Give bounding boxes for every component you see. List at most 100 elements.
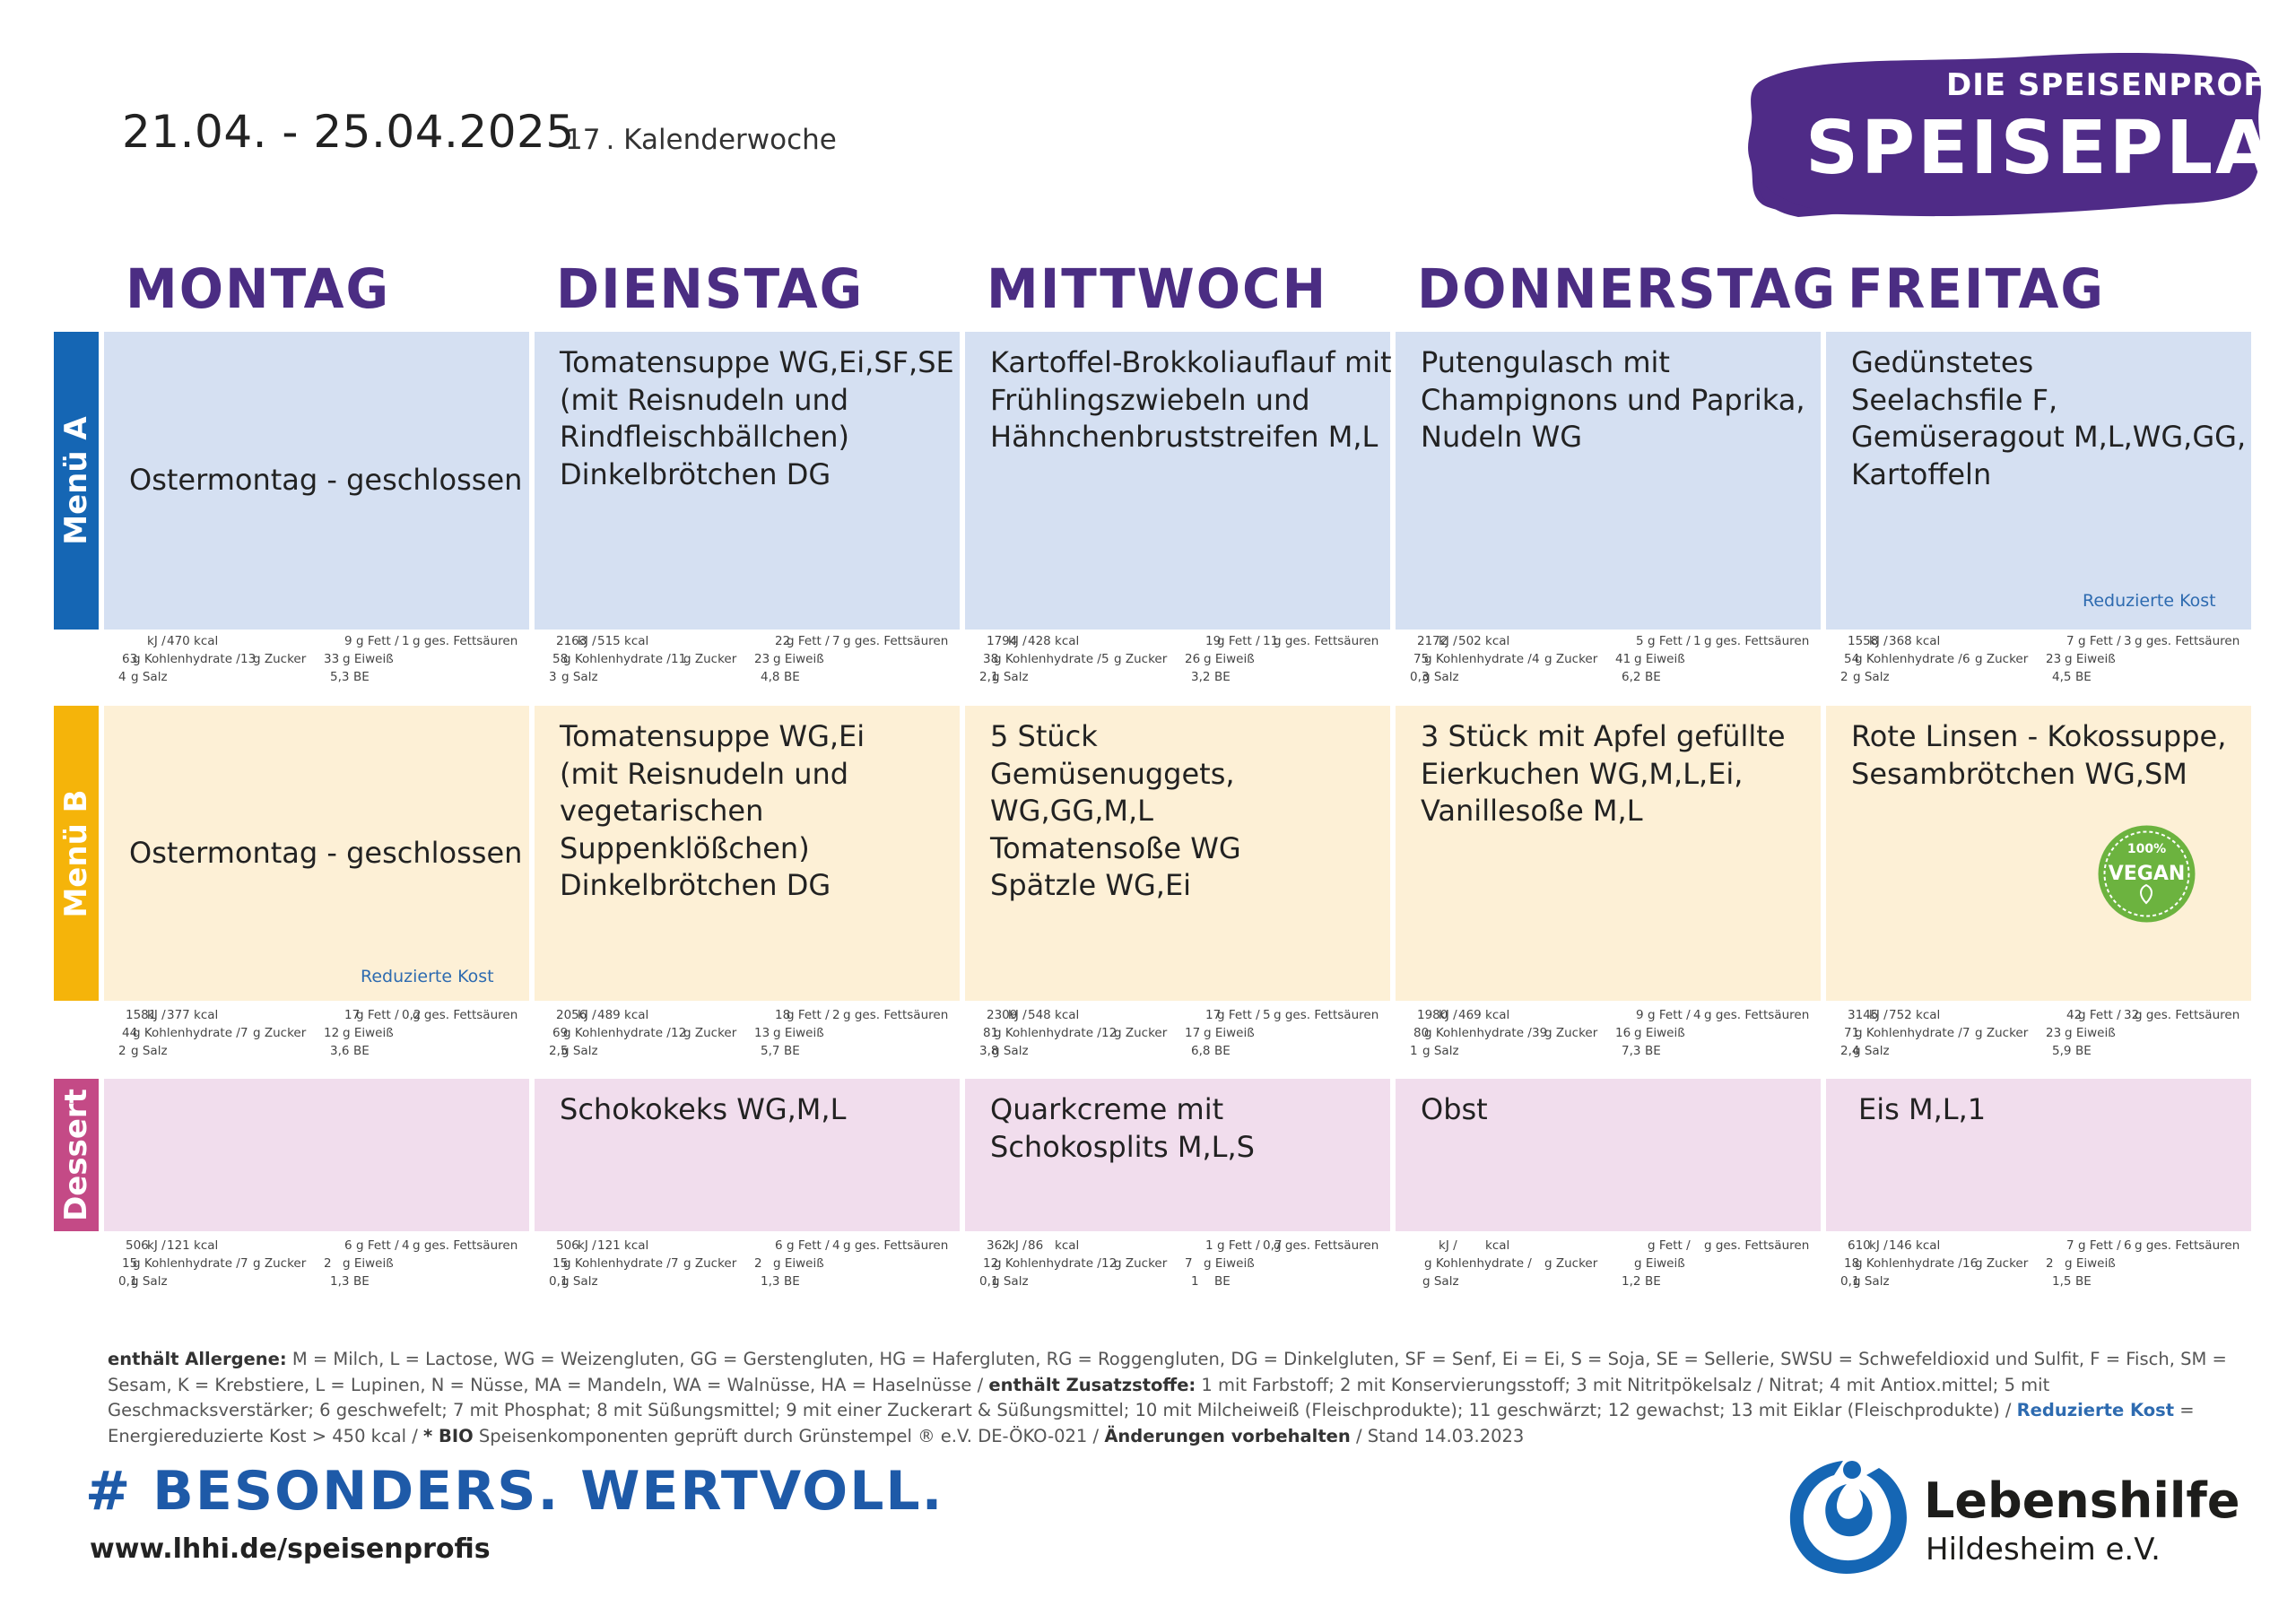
nutrition-value-ges: 32 [2124,1008,2140,1022]
nutrition-unit-salz: g Salz [1422,1274,1459,1289]
nutrition-value-eiweiss: 23 [2046,652,2062,666]
nutrition-unit-kj: kJ / [1008,1008,1027,1022]
nutrition-unit-eiweiss: g Eiweiß [2065,1026,2116,1040]
nutrition-unit-kj: kJ / [1869,1238,1888,1253]
nutrition-unit-salz: g Salz [992,670,1029,684]
nutrition-unit-kh: g Kohlenhydrate / [994,652,1101,666]
dish-line: Gemüsenuggets, [990,756,1235,791]
nutrition-value-fett: 22 [775,634,791,648]
dish-line: Tomatensuppe WG,Ei,SF,SE [560,345,954,379]
nutrition-unit-be: BE [1645,1274,1661,1289]
nutrition-value-kcal: 489 [597,1008,621,1022]
nutrition-block: 1794 kJ /428 kcal 19 g Fett /11 g ges. Fettsä… [965,634,1390,688]
nutrition-value-kh: 38 [983,652,999,666]
dish-line: Tomatensoße WG [990,830,1241,865]
nutrition-value-kj: 1581 [126,1008,157,1022]
dish-line: vegetarischen [560,794,764,828]
nutrition-value-ges: 6 [2124,1238,2132,1253]
lebenshilfe-logo-icon [1789,1461,1907,1574]
nutrition-unit-kcal: kcal [1485,1238,1510,1253]
dish-line: Ostermontag - geschlossen [129,835,523,870]
reduziert-text: = Energiereduzierte Kost > 450 kcal / [108,1400,2195,1446]
nutrition-value-salz: 0,1 [1840,1274,1860,1289]
nutrition-unit-fett: g Fett / [787,1238,830,1253]
nutrition-value-zucker: 7 [240,1256,248,1271]
row-label-dessert: Dessert [54,1079,99,1231]
nutrition-unit-fett: g Fett / [1648,1238,1691,1253]
nutrition-value-kj: 1558 [1848,634,1879,648]
nutrition-value-eiweiss: 2 [754,1256,762,1271]
reduzierte-kost-note: Reduzierte Kost [361,967,494,986]
speiseplan-logo: DIE SPEISENPROFIS SPEISEPLAN [1744,43,2296,227]
nutrition-value-kh: 81 [983,1026,999,1040]
nutrition-unit-ges: g ges. Fettsäuren [843,1008,949,1022]
dessert-montag [104,1079,529,1231]
nutrition-value-kj: 1794 [987,634,1018,648]
website-url[interactable]: www.lhhi.de/speisenprofis [90,1533,491,1565]
dish-line: Suppenklößchen) [560,830,810,865]
nutrition-unit-kj: kJ / [1439,1008,1457,1022]
nutrition-value-kj: 506 [126,1238,149,1253]
reduzierte-kost-note: Reduzierte Kost [2083,591,2216,611]
nutrition-unit-eiweiss: g Eiweiß [343,1256,394,1271]
vegan-badge-text: VEGAN [2109,863,2186,885]
dish-line: Tomatensuppe WG,Ei [560,719,865,753]
nutrition-value-kj: 362 [987,1238,1010,1253]
nutrition-value-fett: 6 [775,1238,783,1253]
nutrition-unit-kh: g Kohlenhydrate / [994,1256,1101,1271]
nutrition-unit-kh: g Kohlenhydrate / [1855,1256,1962,1271]
nutrition-unit-salz: g Salz [131,670,168,684]
nutrition-value-kh: 58 [552,652,569,666]
bio-text: Speisenkomponenten geprüft durch Grünste… [473,1425,1105,1446]
nutrition-unit-kj: kJ / [1869,634,1888,648]
nutrition-value-kcal: 368 [1889,634,1912,648]
nutrition-value-zucker: 7 [671,1256,679,1271]
dish-line: Putengulasch mit [1421,345,1670,379]
nutrition-unit-kcal: kcal [1485,1008,1510,1022]
nutrition-value-kcal: 86 [1028,1238,1044,1253]
nutrition-unit-be: BE [784,1274,800,1289]
nutrition-value-be: 5,7 [761,1044,780,1058]
nutrition-value-kcal: 377 [167,1008,190,1022]
nutrition-block: 2172 kJ /502 kcal 5 g Fett /1 g ges. Fettsäur… [1396,634,1821,688]
week-number: 17 [565,124,601,156]
nutrition-unit-fett: g Fett / [2078,1008,2121,1022]
nutrition-unit-kj: kJ / [147,1008,166,1022]
nutrition-unit-eiweiss: g Eiweiß [773,1256,824,1271]
nutrition-unit-kh: g Kohlenhydrate / [133,1256,240,1271]
nutrition-unit-salz: g Salz [131,1274,168,1289]
nutrition-unit-eiweiss: g Eiweiß [1634,1256,1685,1271]
menu-a-dienstag: Tomatensuppe WG,Ei,SF,SE (mit Reisnudeln… [535,332,960,630]
nutrition-value-be: 4,8 [761,670,780,684]
nutrition-unit-kcal: kcal [1055,634,1080,648]
nutrition-unit-be: BE [1214,1044,1231,1058]
nutrition-value-kh: 69 [552,1026,569,1040]
nutrition-unit-ges: g ges. Fettsäuren [2135,634,2240,648]
dish-line: Obst [1421,1092,1488,1126]
nutrition-value-kj: 2309 [987,1008,1018,1022]
nutrition-value-kcal: 469 [1458,1008,1482,1022]
nutrition-value-fett: 19 [1205,634,1222,648]
nutrition-value-eiweiss: 2 [2046,1256,2054,1271]
nutrition-value-zucker: 12 [1101,1026,1118,1040]
nutrition-value-fett: 7 [2066,1238,2074,1253]
nutrition-block: 610 kJ /146 kcal 7 g Fett /6 g ges. Fettsäure… [1826,1238,2251,1292]
dish-line: (mit Reisnudeln und [560,756,849,791]
nutrition-value-eiweiss: 23 [754,652,770,666]
dish-line: Ostermontag - geschlossen [129,463,523,498]
nutrition-unit-fett: g Fett / [1648,1008,1691,1022]
nutrition-value-salz: 0,1 [549,1274,569,1289]
legend: enthält Allergene: M = Milch, L = Lactos… [108,1347,2260,1449]
nutrition-value-salz: 2 [1840,670,1848,684]
nutrition-value-salz: 0,3 [1410,670,1430,684]
nutrition-unit-eiweiss: g Eiweiß [1204,652,1255,666]
vegan-badge-icon: 100% VEGAN [2098,825,2196,923]
zusatz-text: 1 mit Farbstoff; 2 mit Konservierungssto… [108,1374,2050,1421]
nutrition-value-salz: 2,4 [1840,1044,1860,1058]
nutrition-unit-be: BE [1214,670,1231,684]
nutrition-value-be: 6,8 [1191,1044,1211,1058]
nutrition-block: kJ /470 kcal 9 g Fett /1 g ges. Fettsäuren 63… [104,634,529,688]
week-label: . Kalenderwoche [605,124,837,156]
nutrition-value-zucker: 16 [1962,1256,1979,1271]
nutrition-value-fett: 7 [2066,634,2074,648]
